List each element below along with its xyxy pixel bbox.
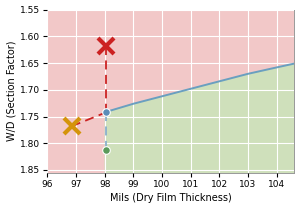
Y-axis label: W/D (Section Factor): W/D (Section Factor) — [6, 41, 16, 141]
X-axis label: Mils (Dry Film Thickness): Mils (Dry Film Thickness) — [110, 193, 232, 203]
